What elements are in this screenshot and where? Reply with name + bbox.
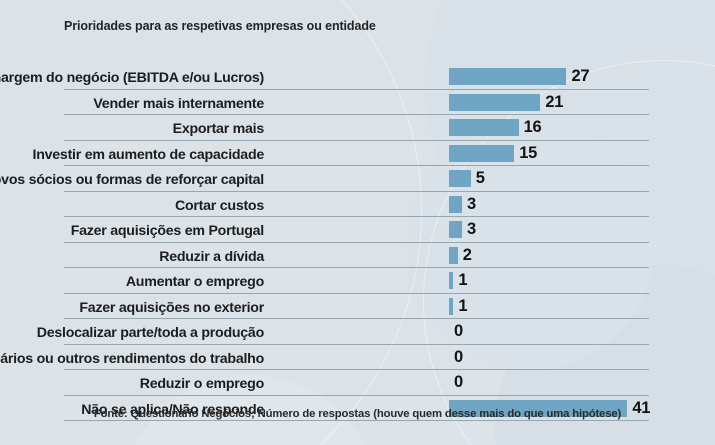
bar-row: Reduzir o emprego 0 bbox=[64, 370, 649, 396]
bar-row-label: Fazer aquisições em Portugal bbox=[70, 223, 265, 240]
bar-row: Reduzir a dívida 2 bbox=[64, 243, 649, 268]
bar bbox=[449, 272, 454, 289]
bar-value-label: 1 bbox=[458, 271, 468, 290]
bar-row: Reduzir salários ou outros rendimentos d… bbox=[0, 345, 649, 370]
bar-value-label: 0 bbox=[454, 373, 463, 392]
bar-row-label: Reduzir salários ou outros rendimentos d… bbox=[0, 350, 264, 367]
bar-row-label: Investir em aumento de capacidade bbox=[32, 146, 265, 163]
bar-value-label: 21 bbox=[545, 92, 564, 111]
bar-and-value: 5 bbox=[449, 170, 485, 187]
bar-row-label: Cortar custos bbox=[175, 197, 264, 214]
bar-value-label: 5 bbox=[475, 169, 485, 188]
bar-value-label: 0 bbox=[454, 322, 463, 341]
bar-chart-rows: Aumentar a margem do negócio (EBITDA e/o… bbox=[0, 64, 650, 421]
bar-row-label: Deslocalizar parte/toda a produção bbox=[36, 325, 265, 342]
bar-row: Cortar custos 3 bbox=[64, 192, 649, 217]
bar-row-label: Aumentar o emprego bbox=[125, 274, 264, 291]
bar-row-label: Reduzir o emprego bbox=[139, 376, 265, 393]
bar-row: Fazer aquisições em Portugal 3 bbox=[64, 217, 649, 243]
bar-row: Fazer aquisições no exterior 1 bbox=[64, 294, 649, 319]
bar-row: Investir em aumento de capacidade 15 bbox=[33, 141, 649, 166]
bar-and-value: 0 bbox=[449, 323, 463, 340]
bar-row: Encontrar novos sócios ou formas de refo… bbox=[0, 166, 649, 192]
bar bbox=[449, 68, 567, 85]
bar-value-label: 3 bbox=[467, 194, 476, 213]
bar-and-value: 2 bbox=[449, 245, 472, 264]
bar bbox=[449, 221, 463, 238]
bar-and-value: 1 bbox=[449, 271, 468, 290]
bar-row: Aumentar a margem do negócio (EBITDA e/o… bbox=[0, 64, 649, 90]
chart-source-note: Fonte: Questionário Negócios; Número de … bbox=[93, 408, 622, 420]
bar-and-value: 15 bbox=[449, 143, 538, 162]
bar bbox=[449, 246, 458, 264]
bar-and-value: 16 bbox=[449, 118, 542, 137]
bar-row-label: Aumentar a margem do negócio (EBITDA e/o… bbox=[0, 70, 264, 87]
bar-value-label: 2 bbox=[462, 245, 472, 264]
bar-and-value: 3 bbox=[449, 221, 476, 238]
bar bbox=[449, 170, 471, 187]
bar bbox=[449, 297, 454, 315]
bar-row-label: Exportar mais bbox=[172, 121, 265, 138]
bar-and-value: 3 bbox=[449, 194, 476, 213]
bar-row: Deslocalizar parte/toda a produção 0 bbox=[37, 319, 649, 345]
bar-value-label: 1 bbox=[458, 296, 468, 315]
bar bbox=[449, 119, 519, 136]
bar-and-value: 0 bbox=[449, 349, 463, 366]
bar-row-label: Encontrar novos sócios ou formas de refo… bbox=[0, 172, 264, 189]
bar-value-label: 27 bbox=[571, 67, 590, 86]
bar-value-label: 0 bbox=[454, 347, 463, 366]
bar-and-value: 0 bbox=[449, 374, 463, 391]
bar-row-label: Vender mais internamente bbox=[93, 95, 264, 112]
bar-and-value: 21 bbox=[449, 92, 564, 111]
bar bbox=[449, 93, 541, 111]
bar-row-label: Fazer aquisições no exterior bbox=[79, 299, 264, 316]
bar-row: Aumentar o emprego 1 bbox=[64, 268, 649, 294]
bar-row: Vender mais internamente 21 bbox=[64, 90, 649, 115]
bar-value-label: 16 bbox=[523, 118, 542, 137]
bar-and-value: 1 bbox=[449, 296, 468, 315]
chart-title: Prioridades para as respetivas empresas … bbox=[64, 19, 376, 33]
bar bbox=[449, 195, 463, 213]
bar-row-label: Reduzir a dívida bbox=[159, 248, 264, 265]
bar-and-value: 27 bbox=[449, 68, 589, 85]
bar bbox=[449, 144, 515, 162]
bar-value-label: 3 bbox=[467, 220, 476, 239]
bar-value-label: 15 bbox=[519, 143, 538, 162]
bar-row: Exportar mais 16 bbox=[64, 115, 649, 141]
